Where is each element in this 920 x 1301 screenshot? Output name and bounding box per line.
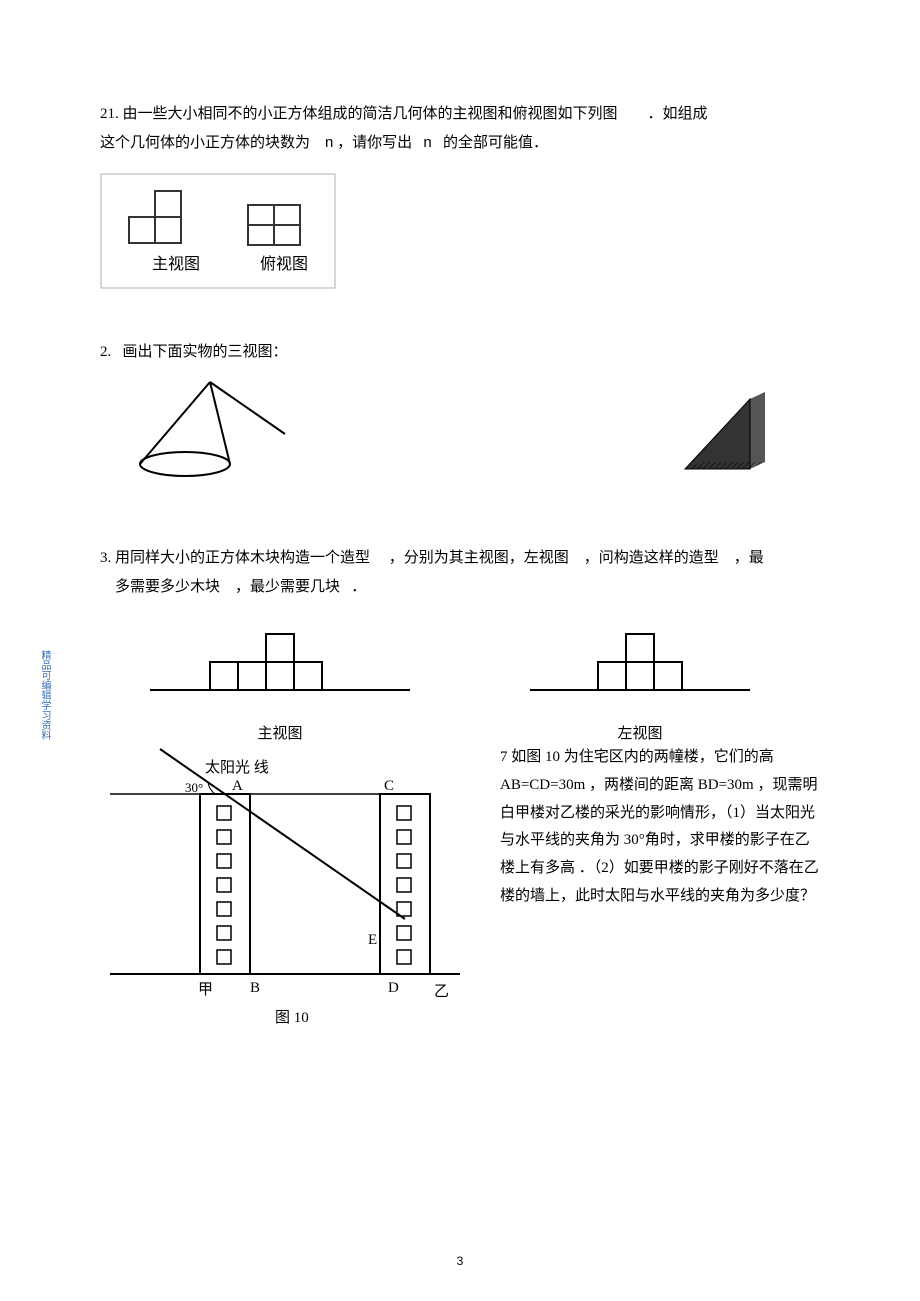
q21-c: 这个几何体的小正方体的块数为 [100,135,310,151]
main-view-label: 主视图 [152,255,200,273]
q21-b: ．如组成 [648,106,708,122]
q3-num: 3. [100,550,111,566]
cone-icon [130,374,310,484]
q3-f: ，最少需要几块 [235,579,340,595]
q2-num: 2. [100,344,111,360]
q3-e: 多需要多少木块 [115,579,220,595]
ramp-icon [680,384,790,484]
page-number: 3 [0,1250,920,1273]
question-3: 3. 用同样大小的正方体木块构造一个造型 ，分别为其主视图，左视图 ，问构造这样… [100,544,820,601]
q2-text: 画出下面实物的三视图： [123,344,288,360]
svg-text:B: B [250,980,260,996]
q2-shapes [130,374,790,484]
q21-e: 的全部可能值． [443,135,548,151]
svg-text:30°: 30° [185,780,203,795]
question-7-row: 30° A C B D E 甲 乙 太阳光 线 图 10 7 如图 10 为住宅… [100,744,820,1034]
q3-g: ． [351,579,366,595]
svg-text:D: D [388,980,399,996]
q21-n1: n [325,134,333,151]
question-21: 21. 由一些大小相同不的小正方体组成的简洁几何体的主视图和俯视图如下列图 ．如… [100,100,820,157]
svg-text:E: E [368,932,377,948]
side-watermark: 精品可编辑学习资料 [38,650,51,740]
q3-left-view: 左视图 [460,615,820,748]
svg-text:甲: 甲 [198,982,213,998]
svg-text:太阳光 线: 太阳光 线 [205,759,269,776]
q3-a: 用同样大小的正方体木块构造一个造型 [115,550,370,566]
q3-b: ，分别为其主视图，左视图 [389,550,569,566]
svg-text:A: A [232,778,243,794]
q3-d: ，最 [734,550,764,566]
q7-text: 7 如图 10 为住宅区内的两幢楼，它们的高 AB=CD=30m ，两楼间的距离… [500,744,820,911]
q21-views-figure: 主视图 俯视图 [100,173,340,304]
page: 精品可编辑学习资料 21. 由一些大小相同不的小正方体组成的简洁几何体的主视图和… [0,0,920,1301]
top-view-label: 俯视图 [260,255,308,273]
q3-views-row: 主视图 左视图 [100,615,820,748]
svg-text:C: C [384,778,394,794]
q21-n2: n [423,134,431,151]
svg-text:乙: 乙 [434,984,449,1000]
q7-figure: 30° A C B D E 甲 乙 太阳光 线 图 10 [100,744,470,1034]
svg-text:图 10: 图 10 [275,1009,309,1026]
q3-main-view: 主视图 [100,615,460,748]
side-text: 精品可编辑学习资料 [38,650,51,740]
q21-a: 由一些大小相同不的小正方体组成的简洁几何体的主视图和俯视图如下列图 [123,106,618,122]
q21-num: 21. [100,106,119,122]
q21-d: ，请你写出 [337,135,412,151]
question-2: 2. 画出下面实物的三视图： [100,338,820,367]
q3-c: ，问构造这样的造型 [584,550,719,566]
